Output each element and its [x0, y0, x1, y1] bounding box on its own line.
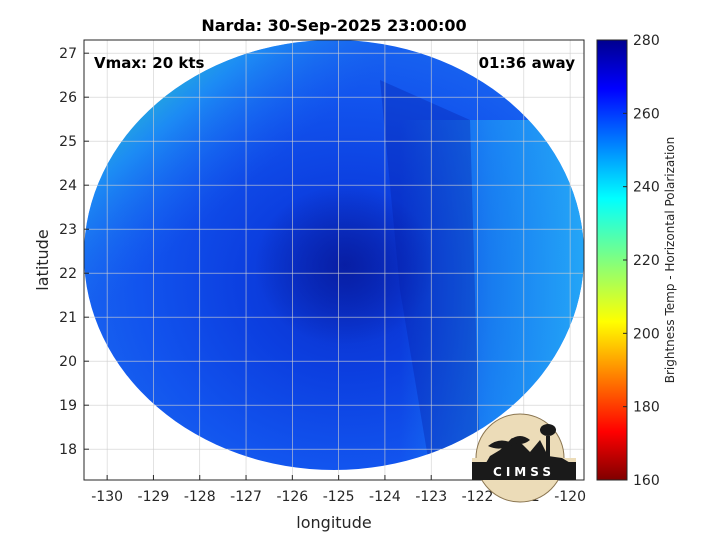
colorbar-tick-label: 280 [633, 33, 660, 49]
y-axis-ticks: 18 19 20 21 22 23 24 25 26 27 [59, 46, 89, 458]
y-tick-label: 20 [59, 354, 77, 370]
y-tick-label: 25 [59, 134, 77, 150]
vmax-label: Vmax: 20 kts [94, 54, 204, 72]
logo-text: CIMSS [493, 465, 555, 479]
y-tick-label: 18 [59, 442, 77, 458]
x-tick-label: -122 [462, 489, 494, 505]
time-away-label: 01:36 away [479, 54, 576, 72]
plot-title: Narda: 30-Sep-2025 23:00:00 [201, 16, 466, 35]
colorbar [596, 39, 628, 481]
y-tick-label: 21 [59, 310, 77, 326]
y-tick-label: 22 [59, 266, 77, 282]
x-tick-label: -125 [323, 489, 355, 505]
x-tick-label: -126 [276, 489, 308, 505]
colorbar-ticks: 280 260 240 220 200 180 160 [623, 33, 660, 489]
y-tick-label: 19 [59, 398, 77, 414]
colorbar-tick-label: 260 [633, 106, 660, 122]
colorbar-tick-label: 240 [633, 180, 660, 196]
colorbar-title: Brightness Temp - Horizontal Polarizatio… [663, 137, 677, 384]
cimss-logo: CIMSS [472, 413, 576, 503]
y-tick-label: 26 [59, 90, 77, 106]
y-tick-label: 23 [59, 222, 77, 238]
x-tick-label: -127 [230, 489, 262, 505]
brightness-temp-swath [84, 40, 584, 470]
x-tick-label: -130 [91, 489, 123, 505]
axes-frame [83, 39, 585, 481]
x-tick-label: -124 [369, 489, 401, 505]
grid [84, 40, 584, 480]
colorbar-tick-label: 180 [633, 400, 660, 416]
x-tick-label: -129 [138, 489, 170, 505]
x-axis-title: longitude [296, 513, 371, 532]
y-tick-label: 24 [59, 178, 77, 194]
y-tick-label: 27 [59, 46, 77, 62]
colorbar-tick-label: 160 [633, 473, 660, 489]
x-tick-label: -123 [415, 489, 447, 505]
x-tick-label: -128 [184, 489, 216, 505]
x-tick-label: -120 [554, 489, 586, 505]
colorbar-tick-label: 200 [633, 326, 660, 342]
colorbar-tick-label: 220 [633, 253, 660, 269]
x-axis-ticks: -130-129-128-127-126-125-124-123-122-121… [91, 475, 586, 505]
y-axis-title: latitude [33, 229, 52, 290]
